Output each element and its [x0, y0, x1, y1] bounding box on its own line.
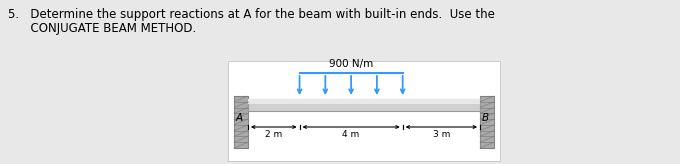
Text: 900 N/m: 900 N/m	[329, 59, 373, 69]
FancyBboxPatch shape	[234, 96, 248, 148]
Text: 3 m: 3 m	[432, 130, 450, 139]
Text: B: B	[482, 113, 489, 123]
Text: A: A	[236, 113, 243, 123]
FancyBboxPatch shape	[480, 96, 494, 148]
Text: 2 m: 2 m	[265, 130, 282, 139]
FancyBboxPatch shape	[228, 61, 500, 161]
FancyBboxPatch shape	[248, 99, 480, 104]
Text: 4 m: 4 m	[343, 130, 360, 139]
FancyBboxPatch shape	[248, 99, 480, 111]
Text: CONJUGATE BEAM METHOD.: CONJUGATE BEAM METHOD.	[8, 22, 197, 35]
Text: 5.   Determine the support reactions at A for the beam with built-in ends.  Use : 5. Determine the support reactions at A …	[8, 8, 495, 21]
